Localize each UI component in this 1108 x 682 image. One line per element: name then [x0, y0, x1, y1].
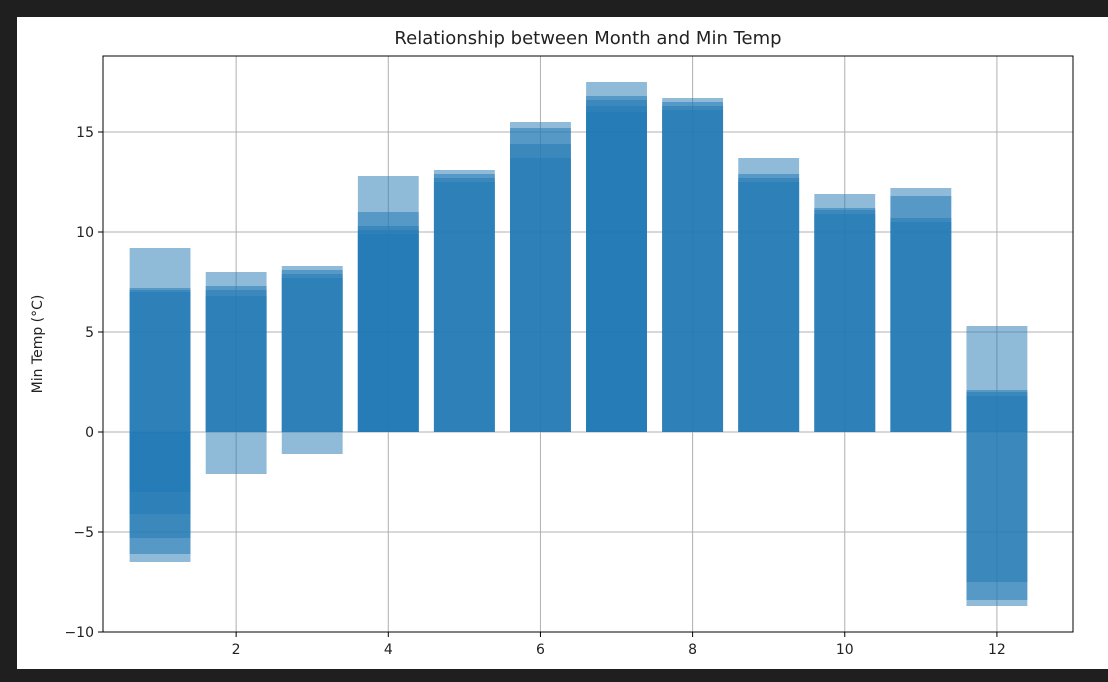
- bar: [281, 432, 343, 454]
- x-tick-label: 12: [988, 642, 1006, 658]
- y-tick-label: −10: [64, 625, 94, 641]
- bar: [129, 292, 191, 432]
- chart-title: Relationship between Month and Min Temp: [394, 28, 781, 49]
- y-tick-label: 0: [85, 425, 94, 441]
- bar: [890, 222, 952, 432]
- bar: [510, 158, 571, 432]
- bar: [281, 278, 343, 432]
- x-tick-label: 2: [232, 642, 241, 658]
- bar: [129, 432, 191, 562]
- bar: [966, 396, 1028, 432]
- bar: [205, 296, 267, 432]
- y-tick-label: 10: [76, 225, 94, 241]
- bar: [814, 214, 876, 432]
- bar: [433, 182, 495, 432]
- ticks: 2 4 6 8 10 12 −10 −5 0 5 10 15: [64, 125, 1005, 658]
- bar: [586, 112, 647, 432]
- x-tick-label: 4: [384, 642, 393, 658]
- plot-frame: [102, 55, 1074, 633]
- y-tick-label: 15: [76, 125, 94, 141]
- bar: [738, 182, 800, 432]
- y-axis-label: Min Temp (°C): [30, 295, 46, 394]
- bar: [357, 234, 419, 432]
- bar: [966, 432, 1028, 606]
- y-tick-label: 5: [85, 325, 94, 341]
- y-tick-label: −5: [73, 525, 94, 541]
- bars: [129, 82, 1028, 606]
- x-tick-label: 6: [536, 642, 545, 658]
- x-tick-label: 8: [688, 642, 697, 658]
- bar: [205, 432, 267, 474]
- x-tick-label: 10: [836, 642, 854, 658]
- bar: [662, 110, 724, 432]
